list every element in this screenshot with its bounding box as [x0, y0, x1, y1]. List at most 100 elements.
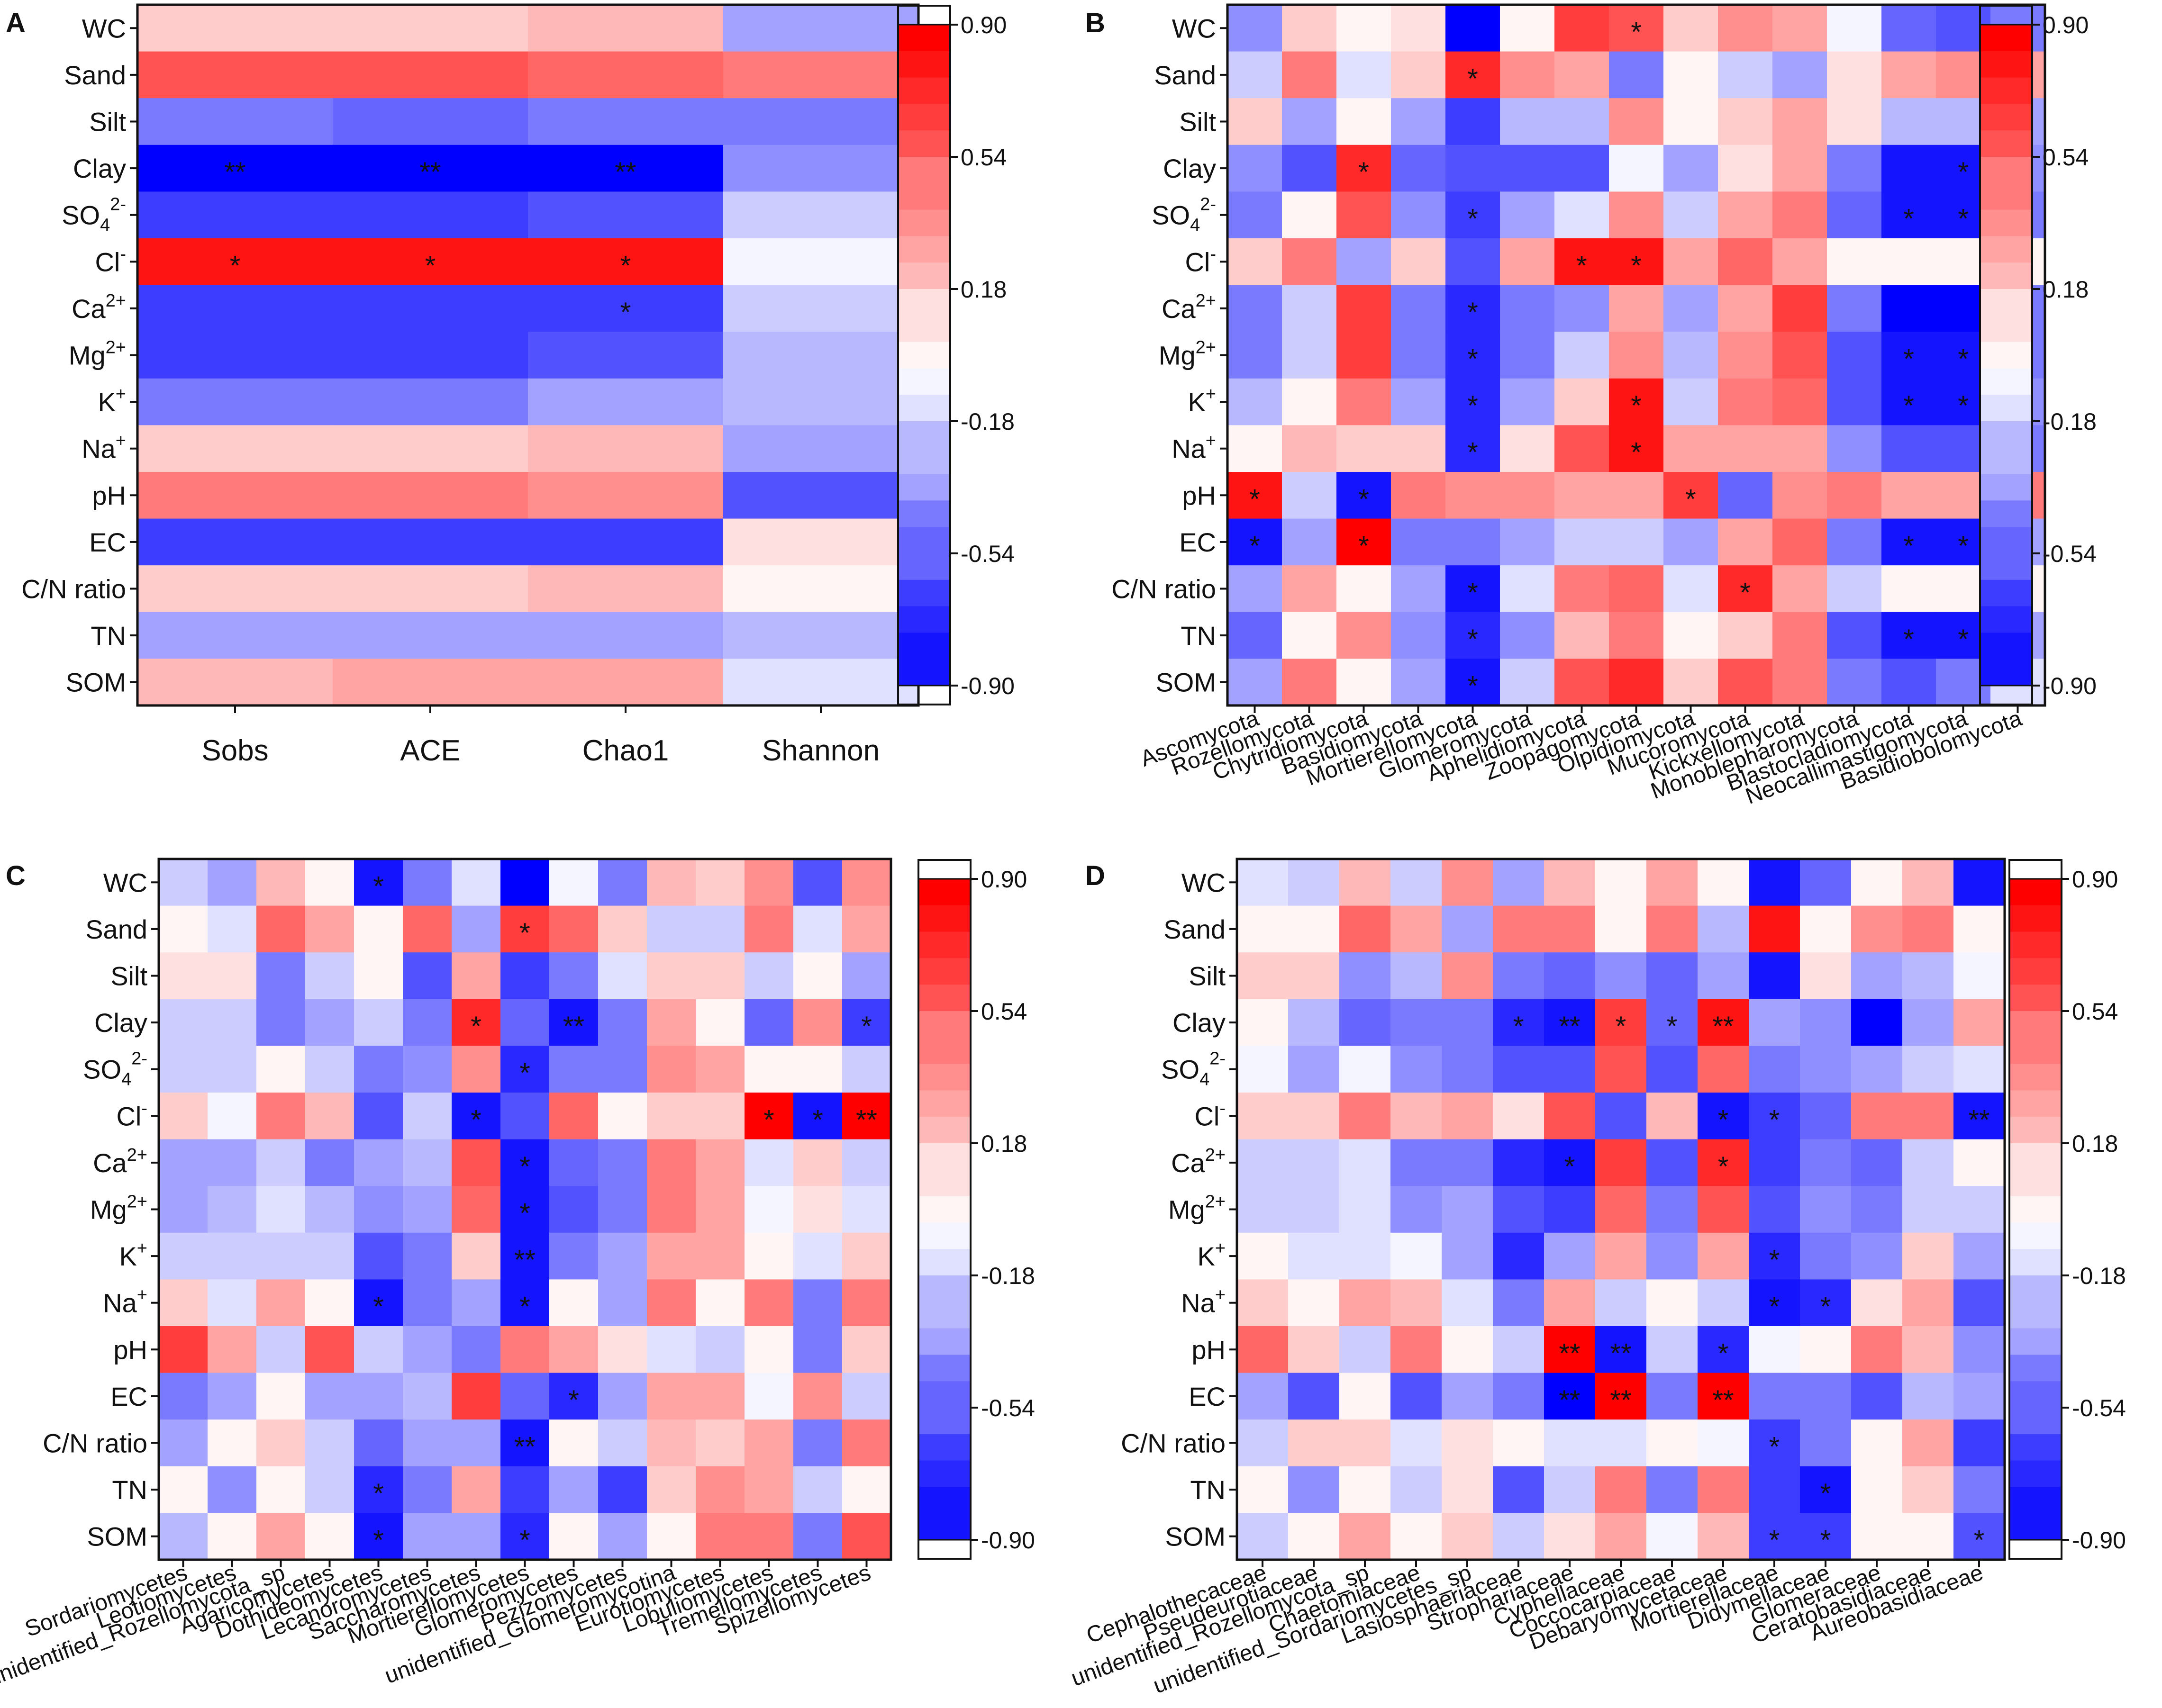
heat-cell — [647, 859, 696, 906]
heat-cell — [1336, 518, 1391, 566]
heat-cell — [1554, 332, 1609, 379]
heat-cell — [1698, 859, 1749, 906]
colorbar-step — [918, 1434, 971, 1461]
significance-star: * — [1718, 1104, 1729, 1135]
heat-cell — [1698, 1046, 1749, 1093]
colorbar-step — [918, 958, 971, 985]
heat-cell — [333, 472, 528, 519]
heat-cell — [1288, 1139, 1340, 1186]
heat-cell — [598, 1232, 647, 1280]
heat-cell — [256, 1326, 306, 1374]
heat-cell — [1227, 332, 1282, 379]
colorbar-tick-label: -0.54 — [981, 1395, 1035, 1421]
heat-cell — [1749, 859, 1800, 906]
significance-star: * — [1631, 250, 1642, 281]
heat-cell — [696, 1466, 745, 1513]
colorbar-step — [898, 368, 950, 395]
heat-cell — [647, 1186, 696, 1233]
heat-cell — [1718, 565, 1773, 613]
heat-cell — [1500, 238, 1555, 286]
heat-cell — [256, 1466, 306, 1513]
significance-star: * — [519, 1525, 530, 1556]
significance-star: * — [1958, 624, 1969, 655]
column-label: Sobs — [201, 734, 268, 767]
heat-cell — [1718, 518, 1773, 566]
heat-cell — [745, 859, 794, 906]
heat-cell — [1827, 612, 1882, 659]
row-label: Silt — [89, 107, 126, 137]
heat-cell — [354, 1326, 403, 1374]
heat-cell — [793, 952, 843, 1000]
significance-star: * — [1467, 624, 1478, 655]
colorbar-step — [918, 1090, 971, 1117]
heat-cell — [1749, 1046, 1800, 1093]
heat-cell — [1390, 999, 1442, 1046]
heat-cell — [1336, 5, 1391, 52]
heat-cell — [1237, 1373, 1289, 1420]
heat-cell — [1595, 1326, 1647, 1374]
heat-cell — [1288, 1466, 1340, 1513]
heat-cell — [1493, 1373, 1544, 1420]
colorbar-tick-label: 0.18 — [2072, 1130, 2118, 1157]
heat-cell — [1339, 1373, 1391, 1420]
heat-cell — [1227, 238, 1282, 286]
colorbar-step — [898, 130, 950, 157]
heat-cell — [1718, 472, 1773, 519]
colorbar-step — [918, 1328, 971, 1355]
heat-cell — [137, 612, 333, 659]
heat-cell — [1339, 859, 1391, 906]
row-label: Sand — [64, 60, 126, 90]
colorbar-step — [1980, 395, 2032, 422]
heat-cell — [1237, 952, 1289, 1000]
colorbar-step — [918, 1408, 971, 1435]
heat-cell — [598, 1513, 647, 1560]
heat-cell — [159, 1186, 208, 1233]
heat-cell — [1698, 1279, 1749, 1327]
heat-cell — [745, 999, 794, 1046]
row-label: K+ — [1188, 384, 1216, 417]
colorbar-tick-label: 0.54 — [981, 998, 1027, 1025]
heat-cell — [1698, 952, 1749, 1000]
heat-cell — [549, 1419, 599, 1467]
significance-star: ** — [1559, 1385, 1580, 1416]
heat-cell — [1902, 1513, 1954, 1560]
heat-cell — [1288, 952, 1340, 1000]
heat-cell — [598, 1279, 647, 1327]
heat-cell — [452, 1232, 501, 1280]
colorbar-tick-label: -0.54 — [2043, 541, 2097, 567]
colorbar-step — [898, 553, 950, 580]
significance-star: * — [1820, 1478, 1831, 1509]
heat-cell — [403, 952, 452, 1000]
row-label: Ca2+ — [72, 291, 126, 324]
heat-cell — [1227, 145, 1282, 192]
heat-cell — [1646, 1513, 1698, 1560]
heat-cell — [842, 1046, 891, 1093]
heat-cell — [1749, 1466, 1800, 1513]
heat-cell — [549, 1232, 599, 1280]
heat-cell — [1339, 1326, 1391, 1374]
heat-cell — [1390, 1139, 1442, 1186]
colorbar-step — [2009, 1355, 2062, 1382]
heat-cell — [305, 905, 354, 953]
heat-cell — [1493, 1046, 1544, 1093]
heat-cell — [1554, 378, 1609, 425]
heat-cell — [403, 1373, 452, 1420]
significance-star: * — [1564, 1151, 1575, 1182]
heat-cell — [1391, 191, 1446, 239]
heat-cell — [1800, 1186, 1852, 1233]
heat-cell — [1390, 1419, 1442, 1467]
heat-cell — [256, 1186, 306, 1233]
heat-cell — [305, 1186, 354, 1233]
colorbar-tick-label: 0.90 — [961, 12, 1007, 38]
colorbar-tick-label: 0.18 — [961, 276, 1007, 303]
heat-cell — [1902, 1419, 1954, 1467]
colorbar-step — [898, 289, 950, 316]
heat-cell — [745, 1232, 794, 1280]
heat-cell — [137, 51, 333, 99]
heat-cell — [1493, 1139, 1544, 1186]
heat-cell — [1827, 472, 1882, 519]
colorbar-tick-label: 0.18 — [2043, 276, 2089, 303]
colorbar-step — [2009, 1196, 2062, 1223]
colorbar-step — [1980, 579, 2032, 607]
heat-cell — [305, 1139, 354, 1186]
